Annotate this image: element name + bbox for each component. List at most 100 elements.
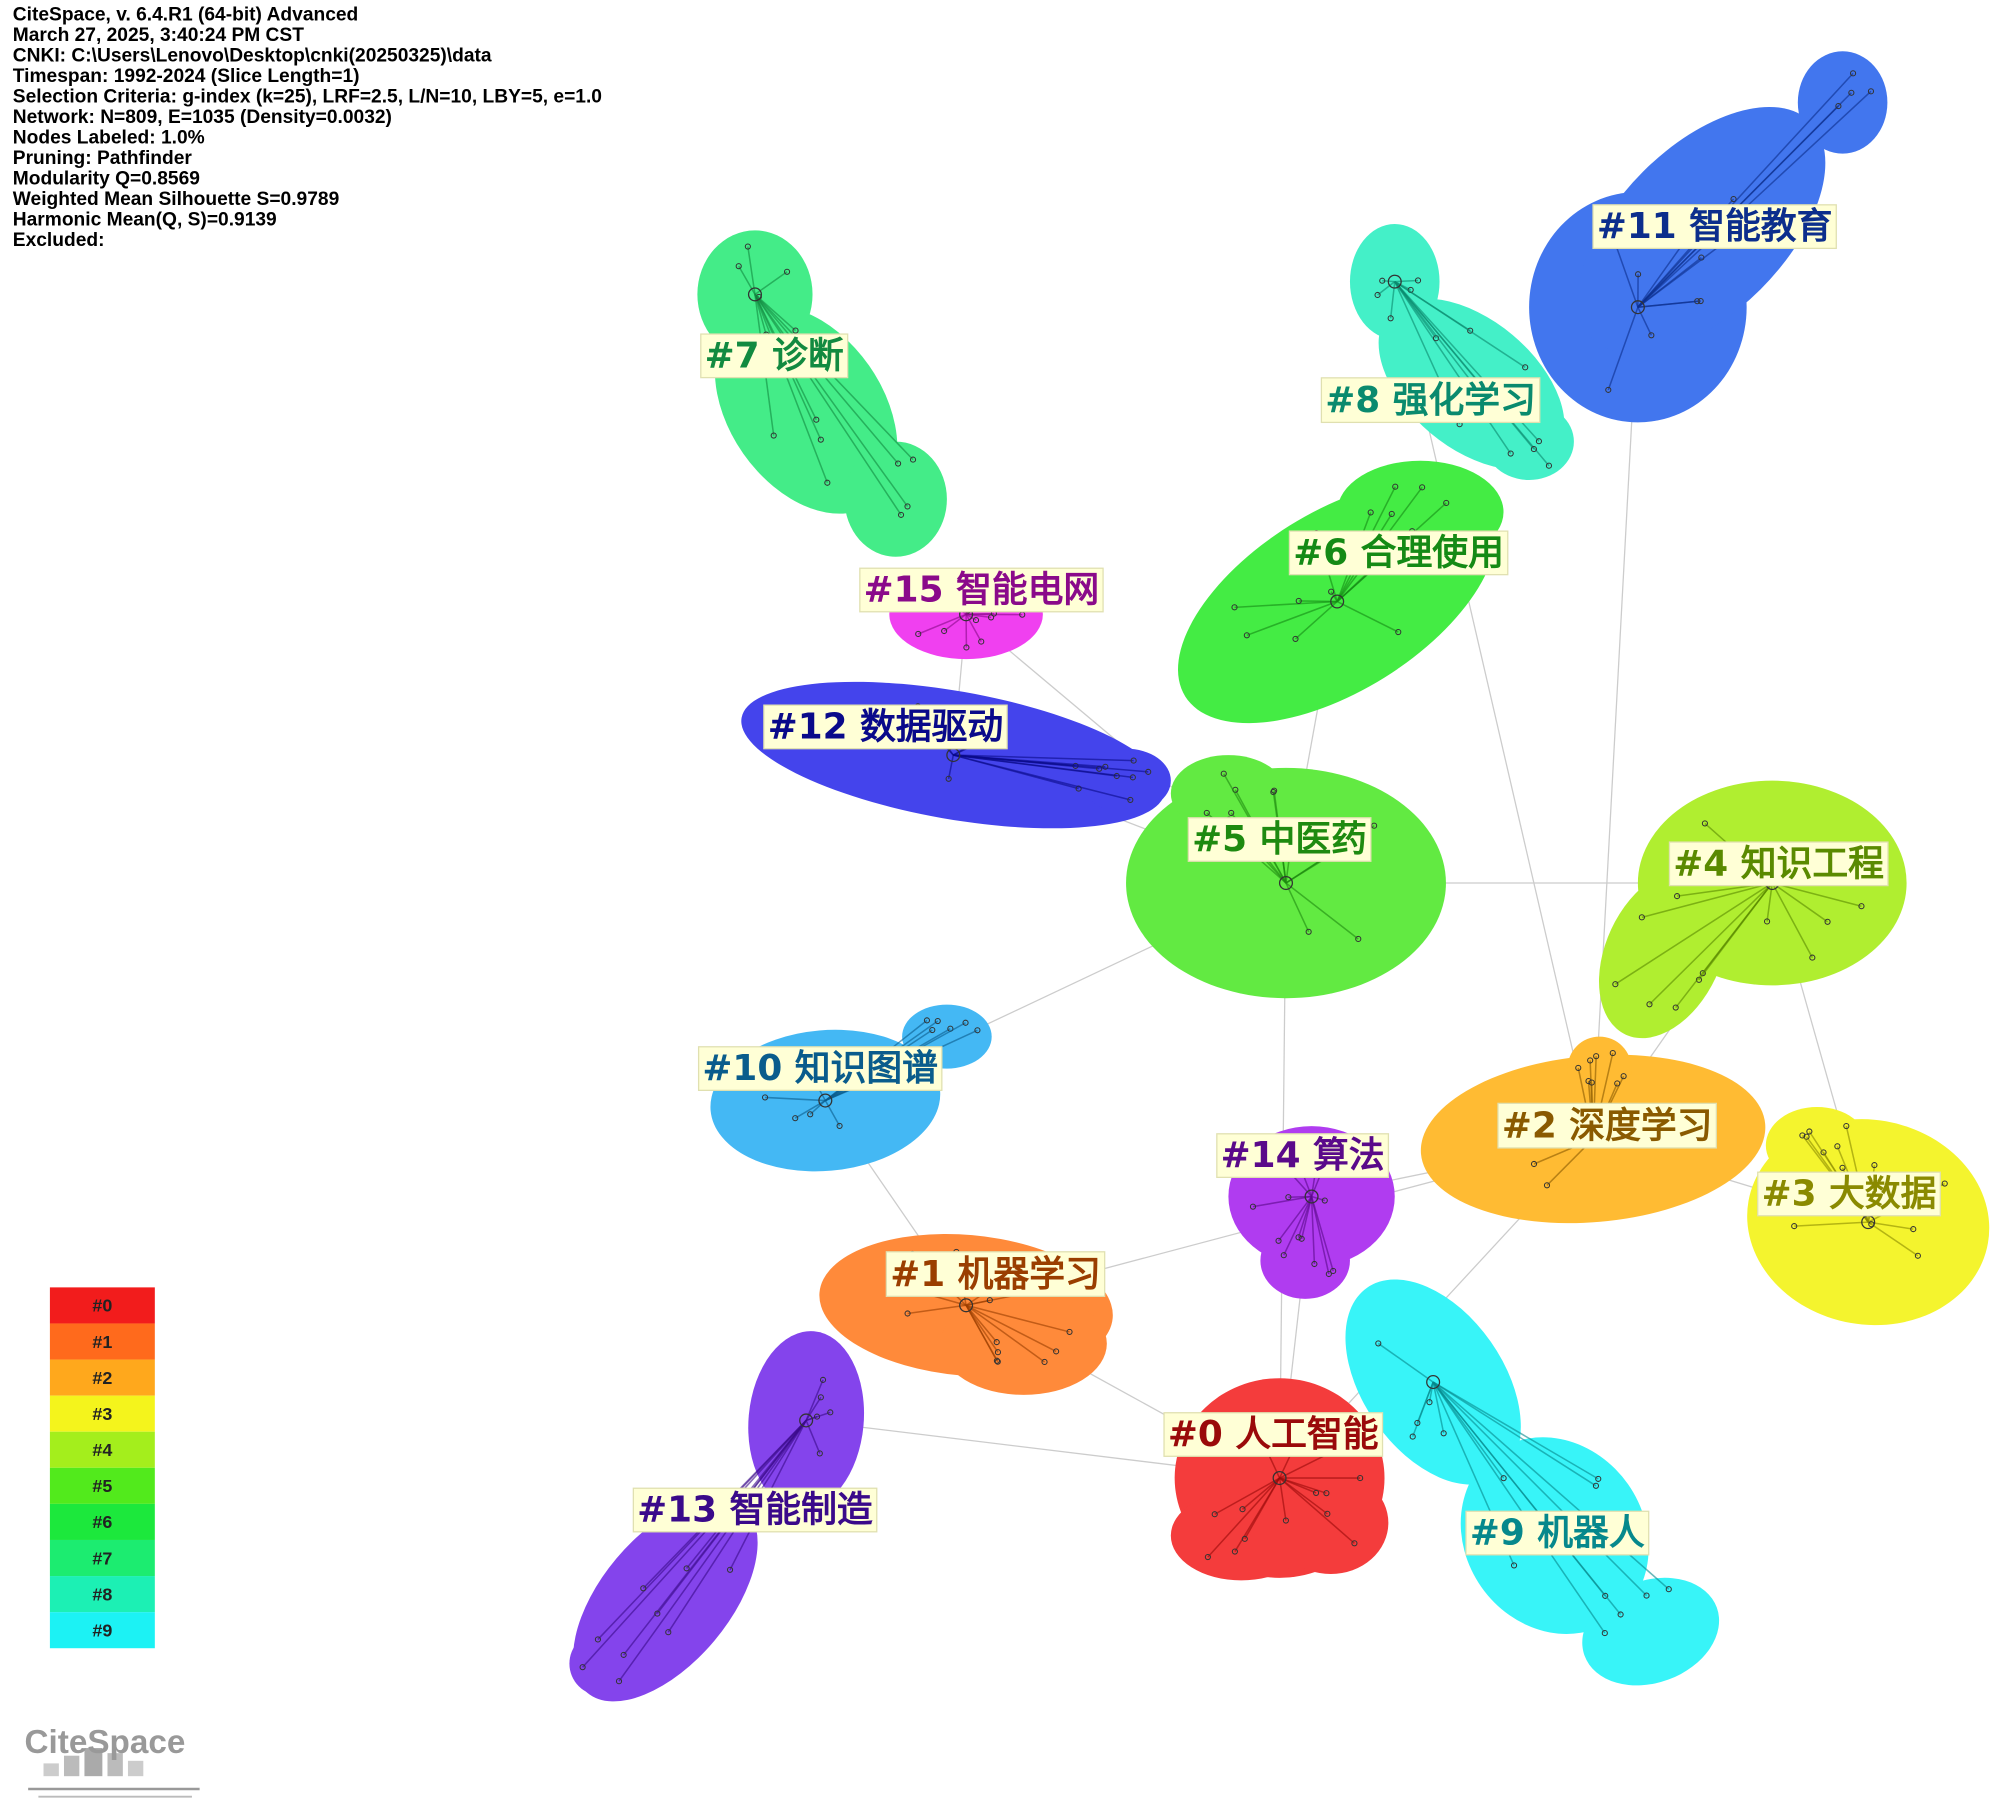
header-line: March 27, 2025, 3:40:24 PM CST: [13, 25, 304, 46]
label-box: [885, 1251, 1106, 1298]
edge: [1285, 882, 1310, 933]
cluster-area: [1567, 1036, 1632, 1101]
label-box: [1465, 1510, 1650, 1556]
label-box: [1187, 817, 1372, 862]
cluster-label: #13 智能制造: [637, 1490, 873, 1531]
node: [683, 1565, 690, 1572]
cluster-area: [940, 1292, 1107, 1395]
node: [945, 775, 952, 782]
node: [1763, 918, 1771, 925]
edge: [1432, 1381, 1606, 1634]
edge: [1246, 600, 1338, 637]
node: [1587, 1057, 1594, 1064]
node: [799, 1413, 814, 1428]
node: [1249, 1203, 1257, 1210]
node: [818, 1093, 833, 1108]
label-box: [1216, 1133, 1390, 1178]
node: [1211, 1511, 1218, 1518]
node: [1355, 935, 1362, 943]
node: [1102, 763, 1109, 770]
cluster: [1126, 755, 1446, 999]
node: [770, 432, 777, 439]
cluster: [1598, 780, 1907, 1039]
edge: [965, 1304, 999, 1353]
edge: [1867, 1221, 1872, 1225]
header-line: CNKI: C:\Users\Lenovo\Desktop\cnki(20250…: [13, 46, 492, 67]
edge: [1336, 600, 1399, 633]
node: [1809, 954, 1816, 961]
node: [1278, 875, 1294, 891]
node: [993, 1339, 1000, 1346]
edge: [754, 293, 902, 516]
label-box: [700, 333, 849, 379]
edge: [1310, 1174, 1322, 1197]
edge: [1432, 1381, 1648, 1597]
node: [915, 630, 922, 638]
node: [987, 614, 995, 621]
edge: [965, 1299, 990, 1307]
edge: [1675, 882, 1773, 1009]
node: [1730, 195, 1737, 203]
node: [1635, 271, 1642, 278]
edge: [1252, 1195, 1312, 1208]
header-line: Excluded:: [13, 230, 105, 251]
node: [1231, 604, 1238, 611]
header-line: CiteSpace, v. 6.4.R1 (64-bit) Advanced: [13, 5, 359, 26]
node: [974, 1027, 981, 1034]
edge: [1794, 1221, 1869, 1227]
node: [986, 1297, 993, 1304]
edge: [1432, 1381, 1599, 1480]
node: [994, 1358, 1001, 1365]
edge: [754, 294, 829, 484]
label-box: [1668, 841, 1889, 887]
node: [1871, 1162, 1878, 1169]
edge: [1637, 300, 1701, 308]
node: [1799, 1132, 1806, 1139]
node: [1295, 597, 1302, 605]
node: [1414, 1419, 1421, 1426]
node: [1275, 1237, 1282, 1244]
legend-label: #0: [92, 1296, 112, 1316]
node: [1330, 594, 1345, 609]
node: [1849, 70, 1857, 77]
node: [1467, 327, 1474, 334]
edge: [1214, 1477, 1280, 1515]
edge: [805, 1379, 824, 1421]
label-box: [1288, 530, 1509, 576]
label-box: [859, 567, 1104, 613]
cluster: [1170, 1378, 1389, 1581]
legend-label: #9: [92, 1620, 112, 1640]
node: [1910, 1226, 1917, 1233]
node: [1374, 291, 1381, 299]
edge: [754, 293, 899, 465]
legend-swatch: [49, 1431, 155, 1468]
legend-label: #2: [92, 1368, 112, 1388]
node: [1609, 1050, 1616, 1057]
node: [1530, 1160, 1538, 1168]
edge: [1771, 882, 1814, 958]
node: [1324, 1510, 1331, 1517]
node: [1330, 1267, 1337, 1275]
cluster-area: [1260, 1222, 1350, 1299]
header-line: Nodes Labeled: 1.0%: [13, 127, 205, 148]
edge: [1310, 1196, 1330, 1275]
logo-bar: [107, 1753, 123, 1777]
node: [735, 263, 742, 270]
edge: [1637, 90, 1872, 308]
cluster-label: #9 机器人: [1470, 1513, 1645, 1554]
cluster-label: #15 智能电网: [864, 570, 1100, 611]
edge: [965, 1304, 1057, 1353]
edge: [1288, 1195, 1312, 1198]
node: [1282, 1517, 1289, 1524]
node: [1271, 787, 1278, 794]
node: [1041, 1358, 1048, 1366]
node: [1674, 893, 1681, 900]
node: [1588, 1079, 1595, 1086]
edge: [965, 1304, 998, 1343]
node: [1325, 1270, 1332, 1278]
legend-swatch: [49, 1539, 155, 1577]
edge: [1394, 280, 1526, 368]
node: [1614, 1080, 1621, 1087]
node: [1357, 1474, 1364, 1482]
node: [1806, 1128, 1813, 1135]
